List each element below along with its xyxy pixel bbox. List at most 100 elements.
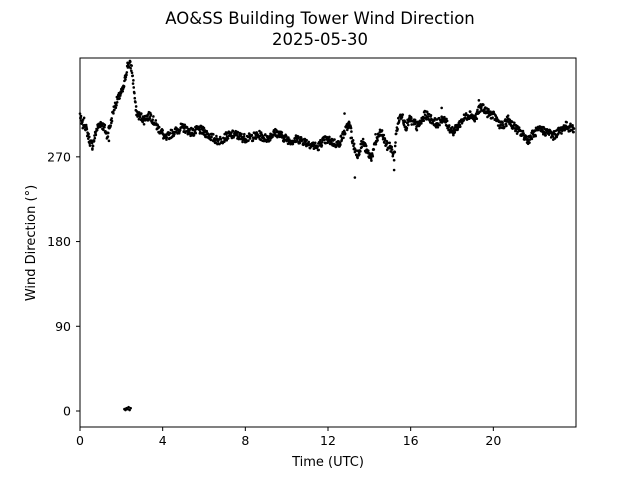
data-point — [210, 135, 213, 139]
data-point — [130, 64, 133, 67]
data-point — [440, 121, 444, 124]
chart-subtitle: 2025-05-30 — [272, 30, 368, 49]
data-point — [553, 137, 557, 140]
data-point — [170, 128, 174, 132]
data-point — [287, 136, 290, 139]
data-point — [307, 140, 311, 144]
data-point — [503, 125, 506, 129]
data-point — [198, 128, 201, 132]
data-point — [110, 117, 113, 120]
data-point — [528, 141, 531, 144]
data-point — [506, 114, 510, 117]
data-point — [354, 149, 358, 152]
data-point — [121, 89, 125, 93]
data-point — [429, 113, 433, 117]
data-point — [205, 129, 209, 133]
data-point — [113, 108, 116, 111]
data-point — [400, 115, 404, 119]
data-point — [422, 119, 426, 123]
x-tick-label: 8 — [241, 433, 249, 448]
data-point — [125, 73, 128, 77]
y-tick-label: 90 — [55, 319, 71, 334]
axis-ticks: 0 4 8 12 16 20 0 90 180 270 — [47, 149, 501, 448]
data-point — [107, 139, 111, 143]
data-point — [311, 141, 315, 144]
data-point — [537, 128, 540, 132]
data-point — [241, 140, 244, 144]
data-point — [134, 100, 137, 104]
data-point — [410, 123, 414, 126]
data-point — [394, 132, 398, 135]
data-point — [392, 168, 396, 172]
data-point — [212, 133, 215, 136]
data-point — [350, 130, 353, 133]
data-point — [394, 141, 397, 144]
data-point — [152, 115, 155, 118]
data-point — [95, 128, 99, 132]
data-point — [316, 145, 319, 148]
data-point — [178, 128, 182, 132]
data-point — [547, 133, 551, 136]
data-point — [165, 136, 169, 139]
data-point — [425, 110, 429, 114]
data-point — [473, 119, 477, 123]
data-point — [367, 149, 370, 152]
data-point — [372, 148, 376, 151]
data-point — [140, 112, 143, 115]
data-point — [361, 137, 365, 141]
data-point — [219, 137, 223, 141]
data-point — [305, 138, 308, 142]
data-point — [405, 126, 409, 130]
data-point — [425, 118, 428, 121]
data-point — [382, 133, 386, 137]
data-point — [522, 132, 525, 135]
data-point — [129, 406, 132, 410]
data-point — [124, 75, 128, 79]
data-point — [370, 159, 373, 162]
data-point — [572, 130, 575, 134]
data-point — [110, 119, 114, 123]
data-point — [188, 129, 191, 132]
data-point — [398, 119, 401, 122]
data-point — [128, 60, 132, 64]
data-point — [106, 135, 110, 138]
data-point — [133, 96, 137, 100]
data-point — [499, 123, 503, 126]
data-point — [410, 116, 413, 120]
data-point — [242, 135, 246, 138]
data-point — [103, 123, 107, 127]
data-point — [388, 141, 391, 145]
y-tick-label: 270 — [47, 149, 71, 164]
data-point — [572, 127, 576, 130]
y-tick-label: 0 — [63, 403, 71, 418]
data-point — [168, 132, 172, 135]
data-point — [320, 144, 324, 147]
data-point — [380, 129, 384, 132]
data-point — [251, 139, 255, 143]
x-tick-label: 20 — [485, 433, 501, 448]
data-point — [505, 124, 508, 128]
data-point — [403, 120, 407, 124]
data-point — [198, 130, 202, 134]
data-point — [374, 132, 377, 136]
data-point — [185, 126, 189, 129]
data-point — [390, 148, 394, 151]
data-point — [248, 137, 252, 140]
data-point — [359, 150, 362, 153]
data-point — [109, 124, 112, 127]
data-point — [280, 131, 284, 134]
data-point — [141, 120, 144, 124]
data-point — [501, 121, 504, 125]
data-point — [161, 128, 164, 132]
data-point — [530, 137, 534, 141]
data-point — [250, 133, 254, 137]
data-point — [349, 126, 353, 130]
data-point — [103, 125, 106, 129]
data-point — [130, 71, 134, 75]
data-point — [137, 117, 141, 121]
data-point — [544, 133, 547, 137]
data-point — [302, 142, 306, 146]
data-point — [299, 136, 303, 139]
data-point — [322, 138, 326, 142]
data-point — [352, 142, 356, 146]
